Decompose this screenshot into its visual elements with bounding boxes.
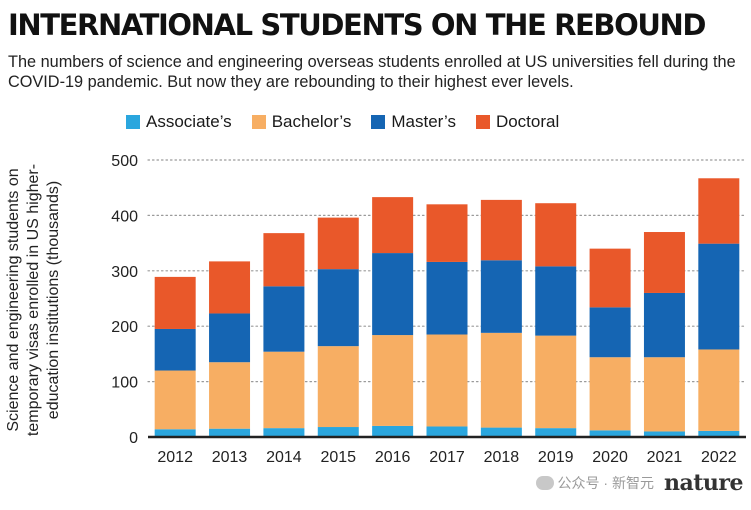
bar-segment-associate-2021 bbox=[643, 431, 685, 437]
x-tick-label: 2017 bbox=[429, 449, 465, 466]
legend-item-master: Master’s bbox=[371, 112, 456, 132]
legend-item-associate: Associate’s bbox=[126, 112, 232, 132]
bar-segment-bachelor-2021 bbox=[643, 357, 685, 432]
bar-segment-doctoral-2018 bbox=[480, 199, 522, 261]
bar-segment-associate-2020 bbox=[589, 430, 631, 437]
bar-segment-bachelor-2018 bbox=[480, 332, 522, 428]
y-tick-label: 0 bbox=[129, 430, 138, 447]
bar-segment-associate-2022 bbox=[698, 430, 740, 437]
bar-segment-master-2015 bbox=[317, 269, 359, 347]
bar-segment-doctoral-2015 bbox=[317, 217, 359, 270]
bar-segment-doctoral-2017 bbox=[426, 204, 468, 262]
bar-segment-master-2019 bbox=[535, 266, 577, 336]
bar-segment-doctoral-2020 bbox=[589, 248, 631, 308]
legend-swatch-doctoral bbox=[475, 115, 490, 129]
bar-segment-doctoral-2022 bbox=[698, 178, 740, 244]
legend-label-doctoral: Doctoral bbox=[495, 112, 560, 131]
legend: Associate’s Bachelor’s Master’s Doctoral bbox=[126, 112, 559, 132]
y-tick-label: 300 bbox=[111, 264, 138, 281]
bar-segment-doctoral-2016 bbox=[372, 197, 414, 254]
x-tick-label: 2020 bbox=[592, 449, 628, 466]
bar-segment-associate-2012 bbox=[154, 429, 196, 437]
bar-segment-associate-2018 bbox=[480, 427, 522, 437]
bar-segment-bachelor-2014 bbox=[263, 351, 305, 429]
bar-segment-master-2022 bbox=[698, 243, 740, 350]
bar-segment-associate-2014 bbox=[263, 428, 305, 437]
bar-segment-doctoral-2012 bbox=[154, 276, 196, 329]
x-tick-label: 2012 bbox=[157, 449, 193, 466]
legend-swatch-associate bbox=[126, 115, 140, 129]
bar-segment-doctoral-2013 bbox=[209, 261, 251, 314]
x-tick-label: 2021 bbox=[647, 449, 683, 466]
legend-item-doctoral: Doctoral bbox=[475, 112, 560, 132]
x-tick-label: 2016 bbox=[375, 449, 411, 466]
x-tick-label: 2018 bbox=[484, 449, 520, 466]
bar-segment-bachelor-2020 bbox=[589, 357, 631, 431]
x-tick-label: 2015 bbox=[320, 449, 356, 466]
bar-segment-bachelor-2013 bbox=[209, 362, 251, 429]
y-tick-label: 500 bbox=[111, 153, 138, 170]
bar-segment-master-2017 bbox=[426, 261, 468, 335]
bar-segment-bachelor-2016 bbox=[372, 335, 414, 426]
y-tick-label: 400 bbox=[111, 208, 138, 225]
bar-segment-doctoral-2014 bbox=[263, 233, 305, 287]
footer: 公众号 · 新智元 nature bbox=[535, 470, 744, 496]
nature-logo: nature bbox=[664, 470, 744, 496]
x-tick-label: 2022 bbox=[701, 449, 737, 466]
legend-swatch-master bbox=[371, 115, 386, 129]
watermark-text: 公众号 · 新智元 bbox=[557, 475, 654, 491]
watermark: 公众号 · 新智元 bbox=[535, 473, 654, 493]
bar-segment-associate-2015 bbox=[317, 427, 359, 437]
bar-segment-doctoral-2019 bbox=[535, 203, 577, 267]
legend-label-bachelor: Bachelor’s bbox=[271, 112, 352, 131]
bar-segment-bachelor-2017 bbox=[426, 334, 468, 427]
bar-segment-master-2013 bbox=[209, 313, 251, 363]
bar-segment-master-2020 bbox=[589, 307, 631, 358]
wechat-icon bbox=[535, 476, 554, 490]
chart-subtitle: The numbers of science and engineering o… bbox=[8, 53, 736, 91]
bar-segment-master-2014 bbox=[263, 286, 305, 352]
bar-segment-master-2012 bbox=[154, 328, 196, 371]
legend-item-bachelor: Bachelor’s bbox=[251, 112, 352, 132]
bar-segment-associate-2019 bbox=[535, 428, 577, 437]
legend-label-associate: Associate’s bbox=[146, 112, 232, 131]
bar-segment-doctoral-2021 bbox=[643, 232, 685, 293]
bar-segment-bachelor-2019 bbox=[535, 335, 577, 429]
chart-title: INTERNATIONAL STUDENTS ON THE REBOUND bbox=[8, 8, 706, 42]
bar-segment-bachelor-2022 bbox=[698, 349, 740, 431]
x-tick-label: 2019 bbox=[538, 449, 574, 466]
y-tick-label: 100 bbox=[111, 375, 138, 392]
bar-segment-bachelor-2015 bbox=[317, 346, 359, 428]
x-tick-label: 2013 bbox=[212, 449, 248, 466]
bar-segment-bachelor-2012 bbox=[154, 370, 196, 430]
legend-label-master: Master’s bbox=[391, 112, 456, 131]
bar-segment-associate-2013 bbox=[209, 428, 251, 437]
y-tick-label: 200 bbox=[111, 319, 138, 336]
bar-segment-master-2016 bbox=[372, 253, 414, 336]
bar-segment-associate-2017 bbox=[426, 426, 468, 437]
legend-swatch-bachelor bbox=[251, 115, 266, 129]
x-tick-label: 2014 bbox=[266, 449, 302, 466]
bar-segment-associate-2016 bbox=[372, 425, 414, 437]
bar-segment-master-2018 bbox=[480, 260, 522, 333]
bar-segment-master-2021 bbox=[643, 292, 685, 358]
